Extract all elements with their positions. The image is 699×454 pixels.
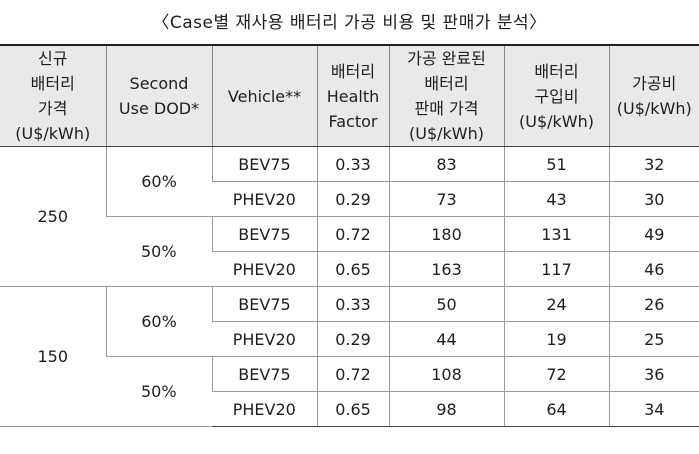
vehicle-cell: PHEV20 (212, 181, 317, 217)
purchase-cost-cell: 117 (503, 251, 609, 287)
purchase-cost-cell: 72 (503, 356, 609, 392)
health-cell: 0.72 (316, 356, 389, 392)
dod-cell: 50% (106, 216, 212, 287)
purchase-cost-cell: 64 (503, 391, 609, 427)
header-vehicle: Vehicle** (211, 44, 317, 147)
processing-cost-cell: 25 (608, 321, 699, 357)
purchase-cost-cell: 19 (503, 321, 609, 357)
price-cell: 250 (0, 146, 106, 287)
table-row: PHEV20 0.65 98 64 34 (0, 391, 699, 427)
sale-price-cell: 98 (388, 391, 504, 427)
header-new-battery-price: 신규 배터리 가격 (U$/kWh) (0, 44, 106, 147)
purchase-cost-cell: 43 (503, 181, 609, 217)
processing-cost-cell: 46 (608, 251, 699, 287)
health-cell: 0.33 (316, 286, 389, 322)
health-cell: 0.29 (316, 181, 389, 217)
header-second-use-dod: Second Use DOD* (105, 44, 212, 147)
table-row: 250 60% BEV75 0.33 83 51 32 (0, 146, 699, 287)
vehicle-cell: PHEV20 (212, 391, 317, 427)
processing-cost-cell: 30 (608, 181, 699, 217)
dod-cell: 50% (106, 356, 212, 427)
table-row: PHEV20 0.65 163 117 46 (0, 251, 699, 287)
processing-cost-cell: 49 (608, 216, 699, 252)
processing-cost-cell: 34 (608, 391, 699, 427)
processing-cost-cell: 36 (608, 356, 699, 392)
sale-price-cell: 163 (388, 251, 504, 287)
battery-cost-table: 신규 배터리 가격 (U$/kWh) Second Use DOD* Vehic… (0, 44, 699, 427)
vehicle-cell: PHEV20 (212, 321, 317, 357)
sale-price-cell: 44 (388, 321, 504, 357)
purchase-cost-cell: 51 (503, 146, 609, 182)
vehicle-cell: BEV75 (211, 356, 317, 392)
health-cell: 0.29 (316, 321, 389, 357)
vehicle-cell: BEV75 (211, 146, 317, 182)
vehicle-cell: BEV75 (211, 286, 317, 322)
sale-price-cell: 180 (388, 216, 504, 252)
table-row: 50% BEV75 0.72 180 131 49 (0, 216, 699, 287)
table-row: 50% BEV75 0.72 108 72 36 (0, 356, 699, 427)
header-row: 신규 배터리 가격 (U$/kWh) Second Use DOD* Vehic… (0, 44, 699, 147)
header-purchase-cost: 배터리 구입비 (U$/kWh) (503, 44, 609, 147)
header-sale-price: 가공 완료된 배터리 판매 가격 (U$/kWh) (388, 44, 504, 147)
table-row: 150 60% BEV75 0.33 50 24 26 (0, 286, 699, 427)
sale-price-cell: 83 (388, 146, 504, 182)
dod-cell: 60% (105, 146, 212, 217)
vehicle-cell: BEV75 (211, 216, 317, 252)
sale-price-cell: 73 (388, 181, 504, 217)
table-row: PHEV20 0.29 73 43 30 (0, 181, 699, 217)
health-cell: 0.65 (316, 391, 389, 427)
table-title: 〈Case별 재사용 배터리 가공 비용 및 판매가 분석〉 (152, 13, 547, 33)
health-cell: 0.65 (316, 251, 389, 287)
purchase-cost-cell: 131 (503, 216, 609, 252)
sale-price-cell: 108 (388, 356, 504, 392)
vehicle-cell: PHEV20 (212, 251, 317, 287)
health-cell: 0.72 (316, 216, 389, 252)
processing-cost-cell: 32 (608, 146, 699, 182)
processing-cost-cell: 26 (608, 286, 699, 322)
sale-price-cell: 50 (388, 286, 504, 322)
header-health-factor: 배터리 Health Factor (316, 44, 389, 147)
price-cell: 150 (0, 286, 106, 427)
dod-cell: 60% (105, 286, 212, 357)
purchase-cost-cell: 24 (503, 286, 609, 322)
table-row: PHEV20 0.29 44 19 25 (0, 321, 699, 357)
header-processing-cost: 가공비 (U$/kWh) (608, 44, 699, 147)
health-cell: 0.33 (316, 146, 389, 182)
